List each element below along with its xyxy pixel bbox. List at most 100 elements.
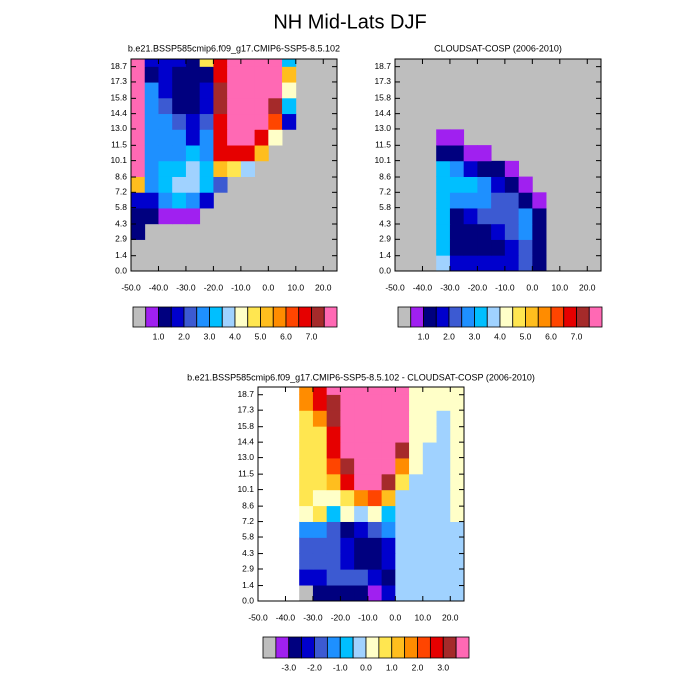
colorbar-box: [145, 306, 159, 328]
cell: [422, 473, 437, 491]
colorbar-box: [391, 636, 406, 659]
cell: [477, 223, 492, 240]
cell: [450, 489, 465, 507]
colorbar-label: 0.0: [360, 662, 372, 672]
cell: [367, 473, 382, 491]
cell: [491, 239, 506, 256]
cell: [227, 129, 242, 146]
cell: [422, 489, 437, 507]
y-tick-label: 13.0: [237, 452, 254, 462]
y-tick-label: 13.0: [374, 123, 391, 133]
cell: [450, 521, 465, 538]
cell: [340, 394, 355, 411]
plot-frame: [130, 58, 338, 272]
cell: [158, 113, 173, 130]
y-tick-label: 2.9: [242, 563, 254, 573]
cell: [381, 473, 396, 491]
x-tick-label: -20.0: [204, 282, 224, 292]
y-tick-label: 11.5: [375, 140, 391, 150]
cell: [409, 585, 424, 602]
y-tick-label: 2.9: [379, 234, 391, 244]
y-tick-label: 11.5: [111, 140, 127, 150]
colorbar-box: [423, 306, 437, 328]
cell: [172, 129, 187, 146]
y-tick-label: 4.3: [379, 218, 391, 228]
y-tick-label: 4.3: [115, 218, 127, 228]
x-tick-label: -20.0: [468, 282, 488, 292]
x-tick-label: 20.0: [315, 282, 332, 292]
cell: [518, 208, 533, 225]
cell: [326, 394, 341, 411]
cell: [131, 59, 146, 67]
cell: [532, 223, 547, 240]
cell: [131, 208, 146, 225]
cell: [213, 129, 228, 146]
cell: [367, 410, 382, 427]
cell: [409, 489, 424, 507]
cell: [299, 553, 314, 570]
cell: [491, 223, 506, 240]
cell: [381, 585, 396, 602]
cell: [463, 160, 478, 177]
cell: [449, 255, 465, 272]
cell: [367, 426, 382, 443]
cell: [158, 129, 173, 146]
cell: [354, 410, 369, 427]
cell: [131, 113, 146, 130]
cell: [172, 113, 187, 130]
cell: [450, 387, 465, 395]
cell: [299, 473, 314, 491]
colorbar-box: [247, 306, 261, 328]
colorbar-box: [260, 306, 274, 328]
colorbar-label: 1.0: [153, 331, 165, 341]
cell: [299, 537, 314, 554]
cell: [463, 223, 478, 240]
cell: [422, 521, 437, 538]
y-tick-label: 15.8: [237, 421, 254, 431]
cell: [299, 387, 314, 395]
cell: [504, 160, 519, 177]
cell: [436, 129, 451, 146]
cell: [199, 66, 214, 83]
y-tick-label: 7.2: [242, 516, 254, 526]
cell: [213, 113, 228, 130]
cell: [532, 255, 547, 272]
cell: [213, 66, 228, 83]
cell: [354, 426, 369, 443]
cell: [227, 97, 242, 115]
cell: [491, 192, 506, 209]
cell: [312, 505, 328, 522]
cell: [436, 192, 451, 209]
cell: [463, 255, 478, 272]
cell: [158, 66, 173, 83]
colorbar-label: 5.0: [255, 331, 267, 341]
cell: [422, 537, 437, 554]
cell: [144, 97, 159, 115]
cell: [395, 394, 410, 411]
cell: [131, 223, 146, 240]
colorbar-label: 7.0: [306, 331, 318, 341]
colorbar-box: [275, 636, 290, 659]
cell: [312, 442, 328, 459]
cell: [312, 394, 328, 411]
colorbar-label: 5.0: [520, 331, 532, 341]
y-tick-label: 15.8: [374, 93, 391, 103]
colorbar-label: -2.0: [307, 662, 322, 672]
cell: [422, 569, 437, 586]
cell: [367, 489, 382, 507]
cell: [312, 585, 328, 602]
x-tick-label: 10.0: [415, 612, 432, 622]
cell: [381, 387, 396, 395]
cell: [282, 66, 297, 83]
cell: [326, 442, 341, 459]
y-tick-label: 5.8: [115, 202, 127, 212]
colorbar-box: [298, 306, 312, 328]
cell: [312, 553, 328, 570]
cell: [450, 458, 465, 475]
cell: [409, 410, 424, 427]
cell: [158, 208, 173, 225]
cell: [436, 208, 451, 225]
cell: [504, 223, 519, 240]
cell: [185, 66, 201, 83]
x-tick-label: -40.0: [149, 282, 169, 292]
